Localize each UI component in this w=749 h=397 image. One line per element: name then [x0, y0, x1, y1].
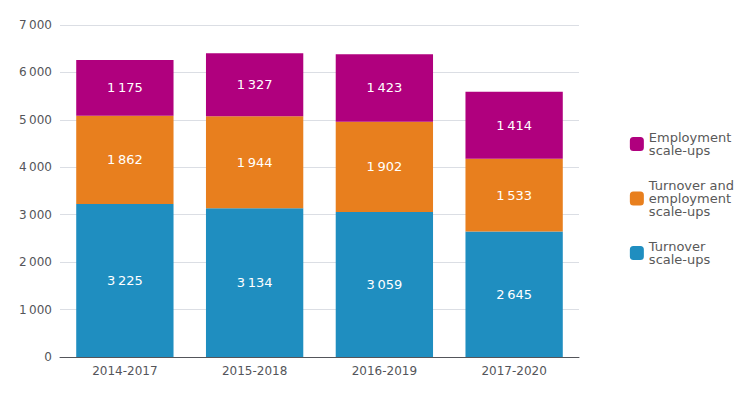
- svg-text:2015-2018: 2015-2018: [222, 364, 287, 378]
- svg-text:scale-ups: scale-ups: [649, 252, 711, 267]
- svg-text:3 134: 3 134: [237, 275, 273, 290]
- svg-text:2016-2019: 2016-2019: [352, 364, 417, 378]
- svg-text:1 175: 1 175: [107, 80, 143, 95]
- svg-text:4 000: 4 000: [19, 160, 52, 174]
- svg-text:5 000: 5 000: [19, 113, 52, 127]
- svg-text:2017-2020: 2017-2020: [481, 364, 546, 378]
- svg-text:2 645: 2 645: [496, 287, 532, 302]
- svg-text:0: 0: [44, 350, 52, 364]
- svg-text:1 944: 1 944: [237, 155, 273, 170]
- svg-text:1 414: 1 414: [496, 118, 532, 133]
- svg-text:2 000: 2 000: [19, 255, 52, 269]
- svg-text:1 862: 1 862: [107, 152, 143, 167]
- svg-text:7 000: 7 000: [19, 18, 52, 32]
- svg-text:3 225: 3 225: [107, 273, 143, 288]
- svg-text:3 059: 3 059: [367, 277, 403, 292]
- svg-text:scale-ups: scale-ups: [649, 143, 711, 158]
- svg-text:2014-2017: 2014-2017: [92, 364, 157, 378]
- svg-text:6 000: 6 000: [19, 65, 52, 79]
- svg-text:1 000: 1 000: [19, 303, 52, 317]
- svg-text:scale-ups: scale-ups: [649, 204, 711, 219]
- svg-text:1 533: 1 533: [496, 188, 532, 203]
- svg-text:1 327: 1 327: [237, 77, 273, 92]
- svg-text:Turnover: Turnover: [648, 239, 706, 254]
- svg-text:3 000: 3 000: [19, 208, 52, 222]
- svg-text:1 902: 1 902: [367, 159, 403, 174]
- svg-text:1 423: 1 423: [367, 80, 403, 95]
- svg-text:Turnover and: Turnover and: [648, 178, 734, 193]
- svg-text:Employment: Employment: [648, 130, 732, 145]
- svg-text:employment: employment: [648, 191, 731, 206]
